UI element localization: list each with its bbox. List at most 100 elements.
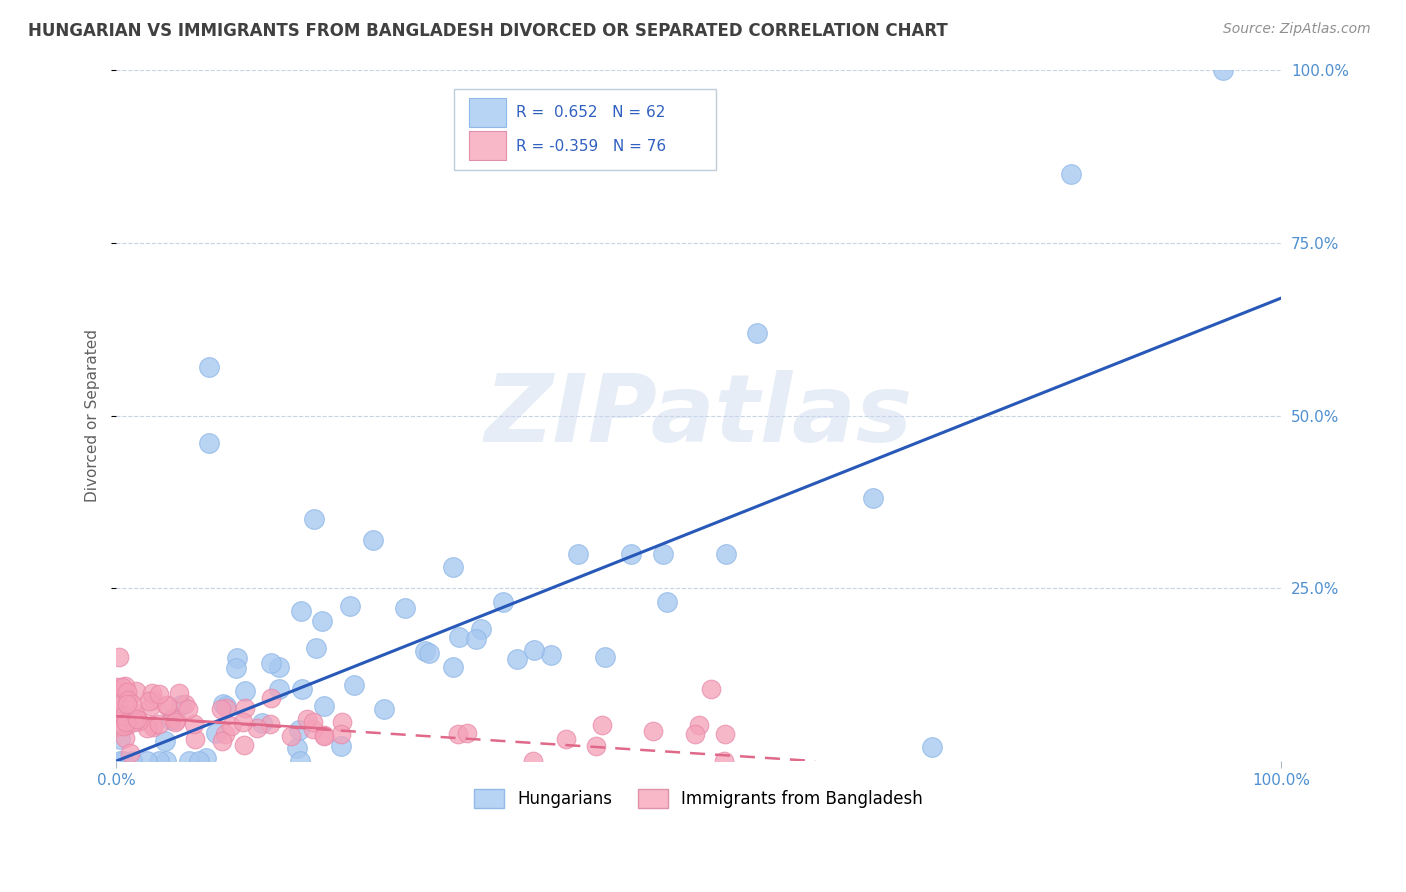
Point (215, 700, 238, 714)
Text: R =  0.652   N = 62: R = 0.652 N = 62 (516, 105, 665, 120)
Point (311, 614, 333, 628)
Point (121, 754, 143, 768)
Point (522, 754, 544, 768)
Point (124, 714, 146, 729)
Point (107, 696, 129, 710)
Point (165, 713, 187, 727)
Point (330, 727, 353, 741)
Point (225, 660, 247, 674)
Point (114, 679, 136, 693)
Point (215, 699, 238, 714)
Point (148, 687, 170, 701)
Point (342, 678, 364, 692)
Point (280, 729, 302, 743)
Y-axis label: Divorced or Separated: Divorced or Separated (86, 329, 100, 502)
Point (183, 731, 205, 746)
Point (683, 727, 706, 741)
Point (115, 715, 138, 730)
Point (260, 690, 283, 705)
Point (135, 754, 157, 768)
Point (339, 599, 361, 614)
Point (330, 714, 353, 729)
Point (174, 697, 197, 711)
Point (250, 715, 273, 730)
Point (177, 754, 200, 768)
Point (713, 727, 735, 741)
Point (492, 595, 515, 609)
Point (312, 699, 335, 714)
Point (713, 754, 735, 768)
Point (540, 648, 562, 663)
Point (314, 730, 336, 744)
Point (862, 491, 884, 506)
Point (211, 734, 233, 748)
Point (124, 683, 146, 698)
Point (413, 644, 436, 658)
Point (127, 712, 149, 726)
Point (114, 708, 136, 723)
Text: R = -0.359   N = 76: R = -0.359 N = 76 (516, 138, 666, 153)
Point (142, 720, 165, 734)
Point (688, 718, 710, 732)
Point (198, 436, 221, 450)
Point (595, 650, 617, 665)
Point (290, 603, 312, 617)
Point (620, 547, 643, 561)
Point (505, 651, 527, 665)
Point (115, 698, 138, 712)
Point (267, 660, 290, 674)
Point (118, 746, 141, 760)
Point (655, 595, 678, 609)
Point (205, 726, 228, 740)
Point (108, 732, 131, 747)
Point (305, 641, 328, 656)
Point (259, 716, 281, 731)
Point (124, 706, 146, 720)
Point (187, 754, 209, 768)
FancyBboxPatch shape (454, 88, 716, 170)
Point (585, 739, 607, 753)
Point (699, 682, 721, 697)
Point (219, 719, 242, 733)
Point (148, 716, 170, 731)
Point (162, 711, 184, 725)
Point (304, 512, 326, 526)
Point (155, 754, 177, 768)
Point (153, 733, 176, 747)
Point (139, 699, 162, 714)
Point (447, 630, 470, 644)
Point (329, 739, 352, 753)
Point (302, 715, 325, 730)
Point (198, 360, 221, 375)
Point (523, 642, 546, 657)
Point (155, 698, 177, 712)
Point (170, 698, 193, 713)
Point (107, 709, 129, 723)
Point (288, 754, 311, 768)
FancyBboxPatch shape (470, 131, 506, 160)
Point (214, 726, 236, 740)
Point (745, 326, 768, 340)
Point (1212, 63, 1234, 78)
Point (108, 710, 131, 724)
Text: Source: ZipAtlas.com: Source: ZipAtlas.com (1223, 22, 1371, 37)
Point (105, 720, 128, 734)
Point (246, 721, 269, 735)
Point (156, 698, 179, 713)
Point (177, 702, 200, 716)
Point (269, 681, 291, 696)
Point (111, 754, 134, 768)
Point (591, 718, 613, 732)
Point (470, 622, 492, 636)
Point (567, 547, 589, 561)
Point (232, 715, 254, 730)
Point (464, 632, 486, 646)
Point (373, 702, 395, 716)
Point (209, 702, 232, 716)
Point (183, 716, 205, 731)
Point (418, 647, 440, 661)
Point (921, 740, 943, 755)
Point (115, 718, 138, 732)
Point (441, 660, 464, 674)
Point (226, 651, 249, 665)
